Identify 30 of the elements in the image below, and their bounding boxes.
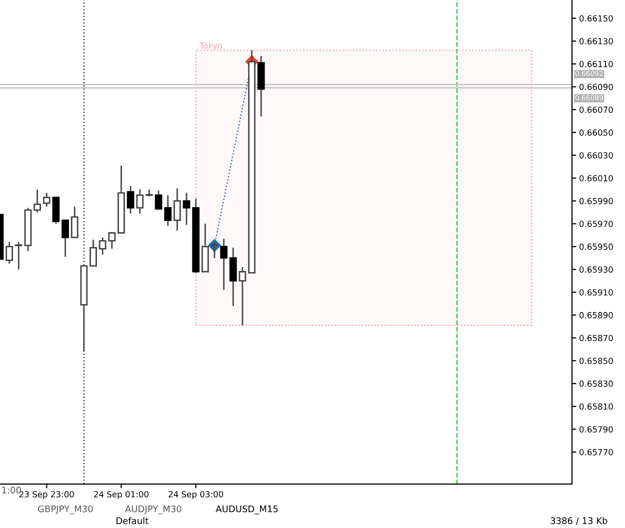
y-tick-label: 0.65830 — [579, 380, 613, 387]
x-tick-label: 24 Sep 03:00 — [168, 491, 224, 500]
y-tick-label: 0.65990 — [579, 198, 613, 204]
text: 1:00 — [2, 486, 21, 494]
y-tick-label: 0.65850 — [579, 358, 613, 364]
y-tick-label: 0.66110 — [579, 60, 613, 68]
y-tick-label: 0.65810 — [579, 403, 613, 410]
y-tick-label: 0.66070 — [579, 106, 613, 113]
text: GBPJPY_M30 — [38, 505, 93, 514]
y-tick-label: 0.66030 — [579, 152, 613, 159]
y-tick-label: 0.65910 — [579, 289, 613, 296]
y-tick-label: 0.65770 — [579, 449, 613, 456]
y-tick-label: 0.65870 — [579, 334, 613, 342]
text: 3386 / 13 Kb — [550, 517, 608, 525]
band-label: Tokyo — [199, 42, 222, 50]
y-tick-label: 0.65950 — [579, 244, 613, 250]
y-tick-label: 0.66050 — [579, 129, 613, 136]
text: AUDUSD_M15 — [216, 505, 278, 514]
y-tick-label: 0.66150 — [579, 15, 613, 22]
y-tick-label: 0.65930 — [579, 266, 613, 273]
text: AUDJPY_M30 — [125, 505, 182, 514]
x-tick-label: 23 Sep 23:00 — [19, 491, 74, 500]
y-tick-label: 0.65890 — [579, 312, 613, 318]
x-tick-label: 24 Sep 01:00 — [94, 491, 148, 500]
text: Default — [116, 517, 148, 524]
y-tick-label: 0.66130 — [579, 38, 613, 44]
y-tick-label: 0.66010 — [579, 175, 613, 182]
y-tick-label: 0.65970 — [579, 220, 613, 228]
y-tick-label: 0.66090 — [579, 84, 613, 90]
y-tick-label: 0.65790 — [579, 426, 613, 433]
